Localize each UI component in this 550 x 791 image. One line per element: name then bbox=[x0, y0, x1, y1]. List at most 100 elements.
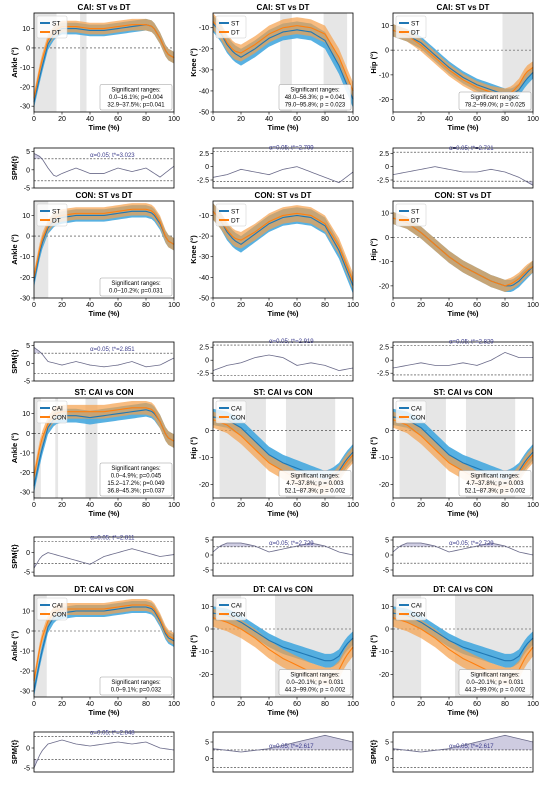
y-tick-label: -10 bbox=[20, 649, 30, 656]
spm-curve bbox=[33, 346, 175, 368]
legend: ST DT bbox=[215, 203, 247, 227]
spm-frame bbox=[33, 341, 175, 382]
spm-curve bbox=[212, 734, 354, 753]
annotation-box bbox=[278, 470, 352, 497]
significance-annotation: Significant ranges:0.0–20.1%; p = 0.031 4… bbox=[458, 669, 532, 696]
x-axis-label: Time (%) bbox=[267, 123, 299, 132]
spm-y-tick-label: 5 bbox=[26, 343, 30, 350]
plot-frame bbox=[212, 12, 354, 113]
y-axis-label: Knee (°) bbox=[189, 48, 198, 77]
x-tick-label: 60 bbox=[293, 502, 301, 509]
legend-entry: CAI bbox=[231, 603, 242, 610]
legend: CAI CON bbox=[395, 597, 427, 621]
annotation-box bbox=[99, 84, 173, 111]
y-tick-label: 10 bbox=[381, 211, 389, 218]
plot-frame bbox=[33, 397, 175, 499]
spm-curve bbox=[392, 734, 534, 753]
spm-panel: 2.5 0 -2.5 α=0.05; t*=2.721 bbox=[377, 146, 534, 189]
significant-range-shade bbox=[34, 398, 41, 498]
sd-band-con bbox=[213, 608, 353, 686]
spm-supra-threshold-fill bbox=[393, 735, 533, 750]
x-tick-label: 20 bbox=[417, 502, 425, 509]
x-tick-label: 40 bbox=[86, 502, 94, 509]
spm-curve bbox=[212, 166, 354, 184]
x-tick-label: 0 bbox=[391, 502, 395, 509]
annotation-line: 44.3–99.0%; p = 0.002 bbox=[465, 688, 526, 694]
spm-y-tick-label: 0 bbox=[385, 358, 389, 365]
kinematics-panel: 0 20 40 60 80 100 0 -10 -20 ST: CAI vs CON Time (%… bbox=[189, 388, 359, 518]
annotation-line: Significant ranges: bbox=[111, 680, 161, 686]
y-axis-label: Hip (°) bbox=[189, 436, 198, 459]
legend-entry: CON bbox=[411, 612, 426, 619]
legend-entry: ST bbox=[411, 209, 419, 216]
y-axis-label: Ankle (°) bbox=[10, 630, 19, 661]
spm-threshold-label: α=0.05; t*=2.811 bbox=[90, 536, 135, 542]
spm-panel: 0 -5 α=0.05; t*=2.811 SPM{t} bbox=[10, 536, 175, 577]
plot-frame bbox=[33, 594, 175, 698]
x-tick-label: 20 bbox=[237, 116, 245, 123]
legend-entry: CAI bbox=[52, 406, 63, 413]
x-axis-label: Time (%) bbox=[267, 708, 299, 717]
spm-panel: 2.5 0 -2.5 α=0.05; t*=2.799 bbox=[197, 146, 354, 189]
y-tick-label: 0 bbox=[26, 431, 30, 438]
x-tick-label: 40 bbox=[86, 701, 94, 708]
x-tick-label: 60 bbox=[293, 116, 301, 123]
y-tick-label: -20 bbox=[20, 275, 30, 282]
x-axis-label: Time (%) bbox=[447, 309, 479, 318]
x-tick-label: 100 bbox=[168, 116, 180, 123]
spm-frame bbox=[33, 731, 175, 773]
annotation-box bbox=[458, 91, 532, 111]
annotation-line: 0.0–16.1%; p=0.004 bbox=[109, 95, 164, 101]
y-axis-label: Hip (°) bbox=[369, 238, 378, 261]
spm-panel: 5 0 α=0.05; t*=2.617 bbox=[205, 731, 354, 773]
spm-supra-threshold-fill bbox=[393, 181, 533, 186]
spm-y-tick-label: 0 bbox=[26, 550, 30, 557]
x-tick-label: 0 bbox=[391, 302, 395, 309]
x-tick-label: 100 bbox=[168, 302, 180, 309]
x-axis-label: Time (%) bbox=[88, 509, 120, 518]
annotation-line: 4.7–37.8%; p = 0.003 bbox=[286, 481, 344, 487]
y-tick-label: -20 bbox=[199, 46, 209, 53]
y-tick-label: -20 bbox=[199, 234, 209, 241]
x-tick-label: 80 bbox=[321, 701, 329, 708]
y-tick-label: -10 bbox=[379, 455, 389, 462]
x-axis-label: Time (%) bbox=[267, 309, 299, 318]
y-tick-label: -10 bbox=[379, 649, 389, 656]
x-tick-label: 20 bbox=[58, 302, 66, 309]
x-axis-label: Time (%) bbox=[267, 509, 299, 518]
sd-band-dt bbox=[213, 203, 353, 290]
significance-annotation: Significant ranges: 0.0–4.9%; p=0.04515.2… bbox=[99, 462, 173, 497]
annotation-line: 78.2–99.0%; p = 0.025 bbox=[465, 103, 526, 109]
spm-panel: 5 0 -5 α=0.05; t*=2.729 bbox=[383, 536, 534, 577]
x-tick-label: 0 bbox=[32, 502, 36, 509]
mean-line-st bbox=[212, 23, 354, 100]
spm-y-axis-label: SPM{t} bbox=[10, 349, 19, 374]
x-tick-label: 20 bbox=[417, 701, 425, 708]
x-tick-label: 40 bbox=[445, 116, 453, 123]
spm-y-tick-label: 5 bbox=[205, 740, 209, 747]
y-tick-label: 0 bbox=[385, 235, 389, 242]
spm-curve bbox=[212, 542, 354, 556]
y-tick-label: -20 bbox=[379, 672, 389, 679]
spm-curve bbox=[33, 153, 175, 178]
y-tick-label: -20 bbox=[379, 97, 389, 104]
spm-y-tick-label: 2.5 bbox=[199, 345, 209, 352]
spm-curve bbox=[212, 354, 354, 372]
plot-frame bbox=[212, 594, 354, 698]
x-tick-label: 0 bbox=[211, 701, 215, 708]
spm-y-tick-label: 0 bbox=[26, 361, 30, 368]
spm-panel: 5 0 α=0.05; t*=2.617 SPM{t} bbox=[369, 731, 534, 773]
x-tick-label: 40 bbox=[86, 302, 94, 309]
x-tick-label: 100 bbox=[527, 701, 539, 708]
y-tick-label: -10 bbox=[199, 213, 209, 220]
x-tick-label: 80 bbox=[321, 116, 329, 123]
y-tick-label: -30 bbox=[20, 689, 30, 696]
annotation-line: Significant ranges: bbox=[290, 88, 340, 94]
annotation-line: Significant ranges: bbox=[470, 673, 520, 679]
y-tick-label: -10 bbox=[199, 649, 209, 656]
mean-line-dt bbox=[392, 217, 534, 287]
annotation-line: 4.7–37.8%; p = 0.003 bbox=[466, 481, 524, 487]
legend-entry: ST bbox=[52, 21, 60, 28]
annotation-box bbox=[278, 669, 352, 696]
